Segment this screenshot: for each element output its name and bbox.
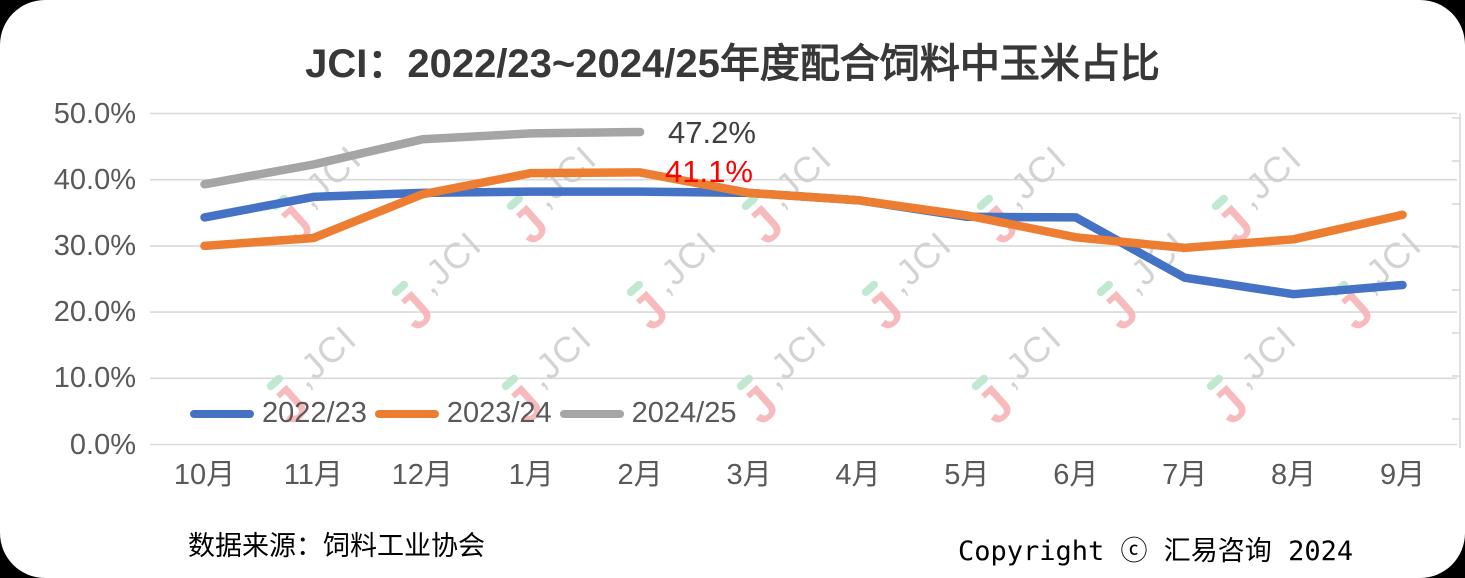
x-axis-tick-label: 1月 [508, 459, 554, 491]
x-axis-tick-label: 3月 [726, 459, 772, 491]
data-label-2023/24: 41.1% [665, 154, 753, 189]
legend: 2022/23 2023/24 2024/25 [190, 397, 744, 430]
legend-swatch [190, 409, 254, 418]
jci-watermark-icon: J,JCI [1201, 317, 1305, 435]
y-axis-tick-label: 40.0% [53, 163, 136, 196]
y-axis-tick-label: 0.0% [69, 428, 136, 461]
svg-text:,JCI: ,JCI [754, 317, 835, 396]
svg-text:,JCI: ,JCI [284, 317, 365, 396]
svg-text:,JCI: ,JCI [1224, 317, 1305, 396]
source-note: 数据来源：饲料工业协会 [188, 531, 485, 561]
x-axis-tick-label: 10月 [173, 459, 236, 491]
svg-text:,JCI: ,JCI [519, 317, 600, 396]
series-line-2023/24 [200, 168, 1407, 253]
legend-label: 2022/23 [262, 397, 367, 429]
jci-watermark-icon: J,JCI [1326, 223, 1430, 341]
x-axis-tick-label: 2月 [617, 459, 663, 491]
legend-item-2024/25: 2024/25 [559, 397, 737, 430]
legend-swatch [374, 409, 439, 418]
jci-watermark-icon: J,JCI [731, 317, 835, 435]
svg-text:,JCI: ,JCI [644, 223, 725, 302]
svg-text:,JCI: ,JCI [989, 317, 1070, 396]
x-axis-tick-label: 12月 [391, 459, 453, 491]
svg-text:,JCI: ,JCI [759, 137, 840, 216]
x-axis-tick-label: 4月 [835, 459, 881, 491]
svg-text:,JCI: ,JCI [1229, 137, 1310, 216]
svg-text:,JCI: ,JCI [994, 137, 1075, 216]
x-axis-tick-label: 8月 [1271, 459, 1317, 491]
jci-watermark-icon: J,JCI [621, 223, 725, 341]
y-axis-tick-label: 10.0% [53, 362, 136, 395]
x-axis-tick-label: 9月 [1379, 459, 1426, 491]
svg-text:,JCI: ,JCI [409, 223, 490, 302]
x-axis-tick-label: 7月 [1162, 459, 1208, 491]
copyright-note: Copyright ⓒ 汇易咨询 2024 [958, 536, 1354, 567]
series-line-2024/25 [200, 127, 645, 189]
svg-text:,JCI: ,JCI [879, 223, 960, 302]
x-axis-tick-label: 11月 [283, 459, 343, 491]
data-label-2024/25: 47.2% [668, 115, 756, 150]
legend-item-2022/23: 2022/23 [190, 397, 367, 430]
y-axis-tick-label: 50.0% [53, 97, 136, 130]
jci-watermark-icon: J,JCI [966, 317, 1070, 435]
legend-label: 2023/24 [446, 397, 552, 429]
jci-watermark-icon: J,JCI [386, 223, 490, 341]
legend-swatch [559, 409, 624, 418]
legend-label: 2024/25 [631, 397, 737, 429]
chart-title: JCI：2022/23~2024/25年度配合饲料中玉米占比 [305, 42, 1160, 86]
x-axis-tick-label: 5月 [944, 459, 990, 491]
y-axis-tick-label: 20.0% [53, 296, 136, 329]
legend-item-2023/24: 2023/24 [374, 397, 552, 430]
x-axis-tick-label: 6月 [1053, 459, 1099, 491]
jci-watermark-icon: J,JCI [856, 223, 960, 341]
y-axis-tick-label: 30.0% [53, 229, 136, 262]
